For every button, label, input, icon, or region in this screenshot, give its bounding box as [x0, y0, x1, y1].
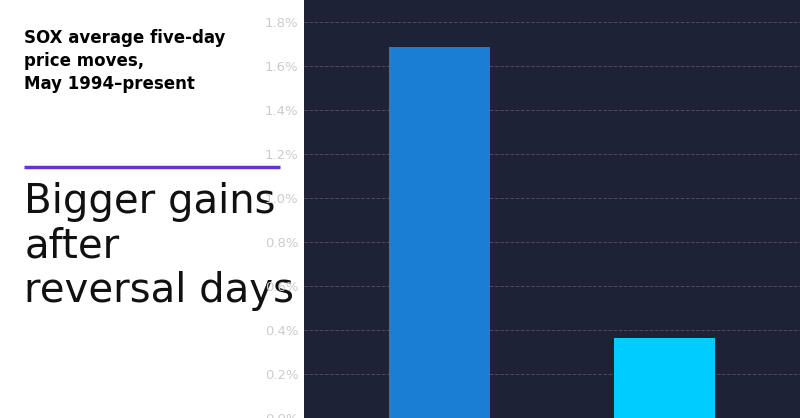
Text: SOX average five-day
price moves,
May 1994–present: SOX average five-day price moves, May 19… — [24, 29, 226, 93]
Bar — [389, 47, 490, 418]
Bar — [614, 338, 715, 418]
Text: Bigger gains
after
reversal days: Bigger gains after reversal days — [24, 182, 294, 311]
